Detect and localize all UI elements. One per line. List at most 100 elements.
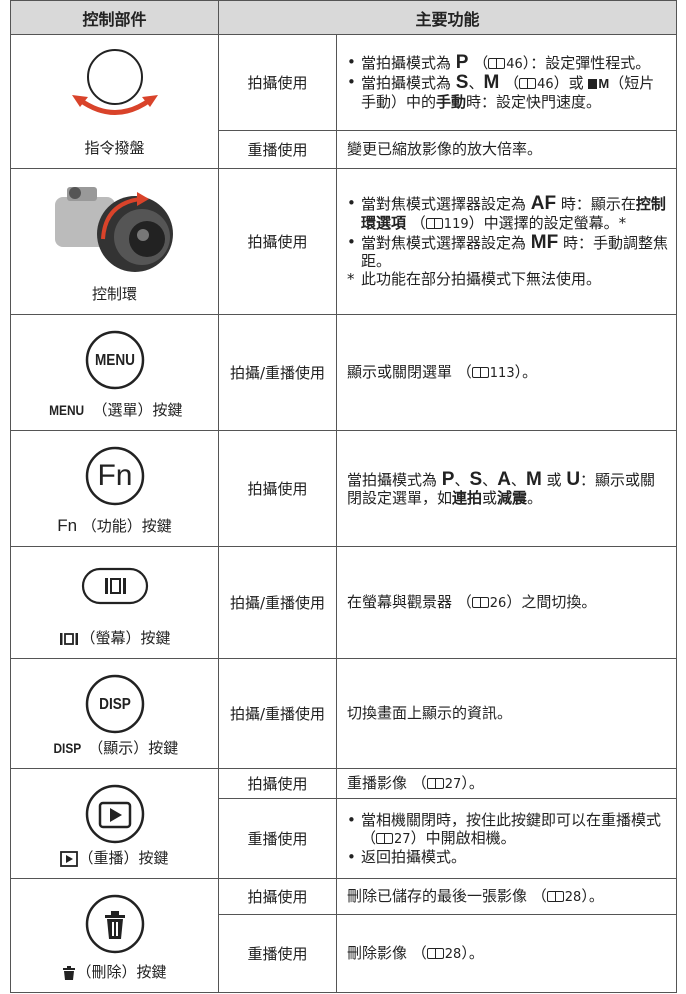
text-run: ）：設定彈性程式。: [522, 54, 651, 73]
text-run-mode: M: [483, 72, 500, 94]
icon: [60, 850, 79, 867]
control-cell: DISP DISP （顯示）按鍵: [10, 658, 219, 769]
text-run-mode: AF: [530, 193, 557, 215]
description-item: • 當拍攝模式為 S、M （46）或 M（短片手動）中的手動時：設定快門速度。: [347, 73, 668, 111]
text-run-mode: P: [455, 52, 469, 74]
table-row: （重播）按鍵 拍攝使用 重播影像 （27）。: [10, 768, 678, 879]
description-cell: 變更已縮放影像的放大倍率。: [335, 130, 678, 169]
item-text: 刪除已儲存的最後一張影像 （28）。: [347, 887, 604, 906]
text-run-key: DISP: [53, 740, 82, 756]
bullet: *: [347, 270, 355, 289]
item-text: 當對焦模式選擇器設定為 AF 時：顯示在控制環選項 （119）中選擇的設定螢幕。…: [361, 194, 668, 232]
text-run: （選單）按鍵: [87, 401, 183, 419]
text-run-mode: U: [566, 468, 581, 490]
text-run-ref: 28: [427, 947, 462, 962]
item-text: 此功能在部分拍攝模式下無法使用。: [361, 270, 601, 288]
description-item: 顯示或關閉選單 （113）。: [347, 363, 668, 382]
control-icon: Fn: [11, 441, 218, 511]
usage-cell: 拍攝/重播使用: [218, 314, 337, 431]
control-label: （螢幕）按鍵: [11, 627, 218, 648]
text-run: 控制環: [91, 285, 137, 303]
description-cell: 顯示或關閉選單 （113）。: [335, 314, 678, 431]
text-run: ）中選擇的設定螢幕。*: [468, 213, 627, 232]
description-cell: 刪除影像 （28）。: [335, 914, 678, 993]
description-cell: • 當相機關閉時，按住此按鍵即可以在重播模式 （27）中開啟相機。 • 返回拍攝模式。: [335, 798, 678, 879]
text-run-key: MENU: [49, 402, 85, 418]
table-row: 重播使用 刪除影像 （28）。: [11, 914, 678, 993]
table-row: Fn Fn （功能）按鍵 拍攝使用 當拍攝模式為 P、S、A、M 或 U：顯示或關閉設…: [10, 430, 678, 547]
icon: [81, 567, 148, 605]
item-text: 切換畫面上顯示的資訊。: [347, 704, 512, 722]
text-run: ）。: [461, 944, 484, 963]
table-row: MENU MENU （選單）按鍵 拍攝/重播使用 顯示或關閉選單 （113）。: [10, 314, 678, 431]
text-run: 當對焦模式選擇器設定為: [361, 233, 531, 252]
control-label: Fn （功能）按鍵: [11, 515, 218, 536]
description-item: 刪除影像 （28）。: [347, 944, 668, 963]
usage-cell: 拍攝使用: [218, 878, 337, 915]
text-run: 時：顯示在: [556, 195, 636, 214]
icon: [85, 894, 144, 954]
usage-cell: 重播使用: [218, 914, 337, 993]
control-cell: MENU MENU （選單）按鍵: [10, 314, 219, 431]
text-run-mode: MF: [530, 231, 559, 253]
text-run: 刪除影像 （: [347, 944, 427, 963]
control-cell: （螢幕）按鍵: [10, 546, 219, 659]
description-cell: 切換畫面上顯示的資訊。: [335, 658, 678, 769]
text-run: 、: [468, 74, 484, 93]
icon: [60, 632, 79, 645]
text-run-bold: 控制環選項: [361, 195, 666, 232]
icon: MENU: [85, 330, 144, 390]
usage-cell: 拍攝使用: [218, 768, 337, 799]
text-run: 此功能在部分拍攝模式下無法使用。: [361, 270, 602, 289]
header-cell: 主要功能: [217, 0, 678, 35]
text-run: 在螢幕與觀景器 （: [347, 593, 472, 612]
description-item: 變更已縮放影像的放大倍率。: [347, 140, 668, 158]
header-cell: 控制部件: [10, 0, 219, 35]
control-icon: [11, 557, 218, 617]
text-run-mode: M: [525, 468, 542, 490]
text-run: 當拍攝模式為: [361, 74, 456, 93]
description-item: • 當相機關閉時，按住此按鍵即可以在重播模式 （27）中開啟相機。: [347, 811, 668, 848]
text-run: （重播）按鍵: [78, 849, 169, 867]
text-run: 當拍攝模式為: [361, 54, 456, 73]
description-item: • 當對焦模式選擇器設定為 MF 時：手動調整焦距。: [347, 233, 668, 271]
button-text: DISP: [99, 696, 131, 713]
bullet: •: [347, 232, 356, 251]
text-run: 。: [527, 489, 543, 507]
text-run: 或: [541, 470, 567, 489]
text-run: 當相機關閉時，按住此按鍵即可以在重播模式 （: [361, 810, 662, 848]
text-run: （螢幕）按鍵: [80, 629, 171, 647]
text-run: 返回拍攝模式。: [361, 847, 467, 866]
text-run: ）。: [514, 363, 538, 382]
text-run: 指令撥盤: [84, 139, 145, 157]
text-run-ref: 27: [376, 832, 411, 847]
text-run: 時：設定快門速度。: [466, 93, 602, 112]
text-run: ）。: [461, 774, 484, 793]
text-run: 顯示或關閉選單 （: [347, 363, 472, 382]
control-cell: 控制環: [10, 168, 219, 315]
control-label: （重播）按鍵: [11, 847, 218, 868]
control-icon: [11, 889, 218, 959]
icon: [63, 965, 76, 980]
bullet: •: [347, 810, 356, 829]
item-text: 當拍攝模式為 P、S、A、M 或 U：顯示或關閉設定選單，如連拍或減震。: [347, 470, 668, 508]
description-item: 切換畫面上顯示的資訊。: [347, 704, 668, 722]
usage-cell: 拍攝使用: [218, 168, 337, 315]
text-run-ref: 26: [472, 596, 507, 611]
table-row: 指令撥盤 拍攝使用 • 當拍攝模式為 P （46）：設定彈性程式。 • 當拍攝模式為 S、…: [10, 34, 678, 169]
control-icon: [11, 179, 218, 279]
text-run: （: [499, 74, 520, 93]
text-run-ref: 113: [472, 366, 515, 381]
usage-cell: 拍攝/重播使用: [218, 658, 337, 769]
text-run: ）中開啟相機。: [410, 829, 516, 848]
text-run-mode: S: [455, 72, 469, 94]
usage-cell: 拍攝使用: [218, 430, 337, 547]
text-run: 、: [454, 470, 470, 489]
item-text: 當拍攝模式為 P （46）：設定彈性程式。: [361, 53, 650, 73]
text-run: （: [468, 54, 489, 73]
description-cell: 在螢幕與觀景器 （26）之間切換。: [335, 546, 678, 659]
item-text: 顯示或關閉選單 （113）。: [347, 363, 537, 382]
icon: [71, 49, 158, 115]
table-row: 重播使用 變更已縮放影像的放大倍率。: [11, 130, 678, 169]
table-row: （刪除）按鍵 拍攝使用 刪除已儲存的最後一張影像 （28）。: [10, 878, 678, 993]
